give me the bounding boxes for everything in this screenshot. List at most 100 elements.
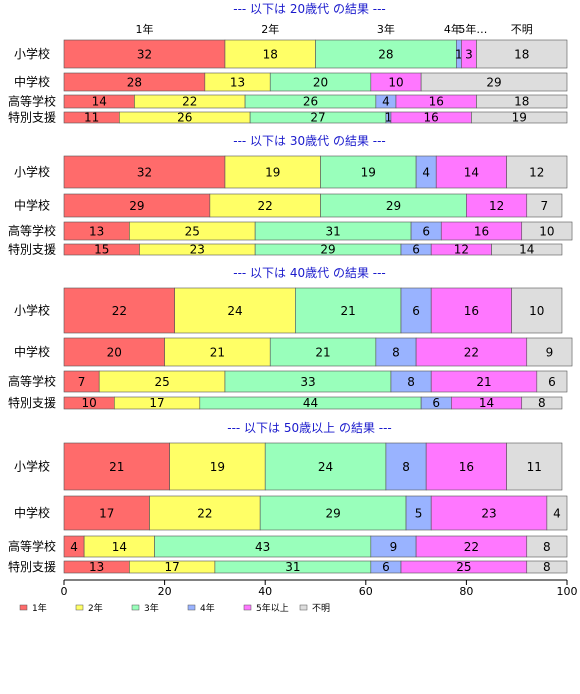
bar-value-label: 13 <box>230 75 245 89</box>
legend-swatch <box>19 604 28 611</box>
bar-value-label: 12 <box>529 165 544 179</box>
bar-value-label: 14 <box>112 540 127 554</box>
bar-value-label: 11 <box>527 460 542 474</box>
bar-segment <box>511 287 563 334</box>
bar-value-label: 22 <box>258 199 273 213</box>
bar-segment <box>400 287 432 334</box>
bar-value-label: 14 <box>464 165 479 179</box>
bar-value-label: 10 <box>388 75 403 89</box>
bar-value-label: 7 <box>78 375 86 389</box>
bar-value-label: 19 <box>265 165 280 179</box>
bar-value-label: 5 <box>415 506 423 520</box>
bar-value-label: 17 <box>165 560 180 574</box>
panel-title: --- 以下は 20歳代 の結果 --- <box>233 2 386 16</box>
legend-swatch <box>75 604 84 611</box>
bar-segment <box>506 155 568 189</box>
bar-value-label: 9 <box>546 345 554 359</box>
bar-value-label: 10 <box>539 224 554 238</box>
bar-value-label: 14 <box>92 94 107 108</box>
bar-value-label: 22 <box>464 345 479 359</box>
bar-value-label: 8 <box>543 540 551 554</box>
legend-label: 不明 <box>312 603 330 614</box>
bar-value-label: 18 <box>263 47 278 61</box>
bar-value-label: 22 <box>464 540 479 554</box>
row-category-label: 高等学校 <box>8 539 56 554</box>
legend-label: 3年 <box>144 602 159 614</box>
top-category-label: 不明 <box>511 23 533 36</box>
bar-value-label: 28 <box>127 75 142 89</box>
bar-value-label: 6 <box>412 304 420 318</box>
row-category-label: 中学校 <box>14 344 50 359</box>
top-category-label: 2年 <box>261 22 279 36</box>
bar-segment <box>536 370 568 393</box>
bar-value-label: 26 <box>177 110 192 124</box>
bar-value-label: 4 <box>70 540 78 554</box>
bar-value-label: 8 <box>538 396 546 410</box>
bar-value-label: 22 <box>182 94 197 108</box>
row-category-label: 特別支援 <box>8 110 56 125</box>
bar-value-label: 8 <box>392 345 400 359</box>
row-category-label: 高等学校 <box>8 374 56 389</box>
legend-label: 2年 <box>88 602 103 614</box>
bar-value-label: 6 <box>412 242 420 256</box>
bar-value-label: 43 <box>255 540 270 554</box>
bar-value-label: 19 <box>512 110 527 124</box>
bar-value-label: 14 <box>519 242 534 256</box>
bar-segment <box>471 111 568 124</box>
panel-title: --- 以下は 40歳代 の結果 --- <box>233 266 386 280</box>
bar-value-label: 8 <box>407 375 415 389</box>
bar-value-label: 15 <box>94 242 109 256</box>
bar-segment <box>526 560 568 574</box>
bar-segment <box>269 337 377 367</box>
bar-segment <box>174 287 296 334</box>
panel-title: --- 以下は 50歳以上 の結果 --- <box>227 421 392 435</box>
bar-value-label: 23 <box>481 506 496 520</box>
bar-value-label: 29 <box>320 242 335 256</box>
bar-value-label: 17 <box>99 506 114 520</box>
bar-value-label: 18 <box>514 47 529 61</box>
x-axis-tick-label: 80 <box>459 585 473 598</box>
bar-segment <box>546 495 568 531</box>
bar-value-label: 22 <box>112 304 127 318</box>
bar-segment <box>526 193 563 218</box>
row-category-label: 特別支援 <box>8 395 56 410</box>
bar-value-label: 12 <box>454 242 469 256</box>
row-category-label: 中学校 <box>14 74 50 89</box>
bar-value-label: 13 <box>89 224 104 238</box>
bar-segment <box>149 495 261 531</box>
bar-value-label: 25 <box>185 224 200 238</box>
bar-segment <box>476 94 568 109</box>
bar-value-label: 31 <box>285 560 300 574</box>
bar-value-label: 21 <box>476 375 491 389</box>
bar-segment <box>521 221 573 241</box>
bar-value-label: 20 <box>313 75 328 89</box>
bar-value-label: 4 <box>553 506 561 520</box>
bar-segment <box>224 39 316 69</box>
bar-value-label: 10 <box>82 396 97 410</box>
bar-value-label: 29 <box>386 199 401 213</box>
bar-segment <box>63 155 226 189</box>
bar-segment <box>420 72 568 92</box>
bar-value-label: 4 <box>422 165 430 179</box>
bar-value-label: 16 <box>424 110 439 124</box>
bar-value-label: 24 <box>227 304 242 318</box>
bar-value-label: 33 <box>300 375 315 389</box>
bar-value-label: 7 <box>541 199 549 213</box>
top-category-label: 3年 <box>377 22 395 36</box>
x-axis-tick-label: 40 <box>258 585 272 598</box>
bar-segment <box>435 155 507 189</box>
bar-value-label: 10 <box>529 304 544 318</box>
bar-value-label: 44 <box>303 396 318 410</box>
bar-segment <box>385 442 427 491</box>
legend-label: 5年以上 <box>256 602 289 614</box>
bar-value-label: 19 <box>210 460 225 474</box>
legend-label: 4年 <box>200 602 215 614</box>
bar-segment <box>425 442 507 491</box>
bar-segment <box>63 495 150 531</box>
bar-segment <box>526 337 573 367</box>
bar-value-label: 25 <box>154 375 169 389</box>
bar-value-label: 16 <box>459 460 474 474</box>
bar-segment <box>320 155 417 189</box>
bar-value-label: 24 <box>318 460 333 474</box>
